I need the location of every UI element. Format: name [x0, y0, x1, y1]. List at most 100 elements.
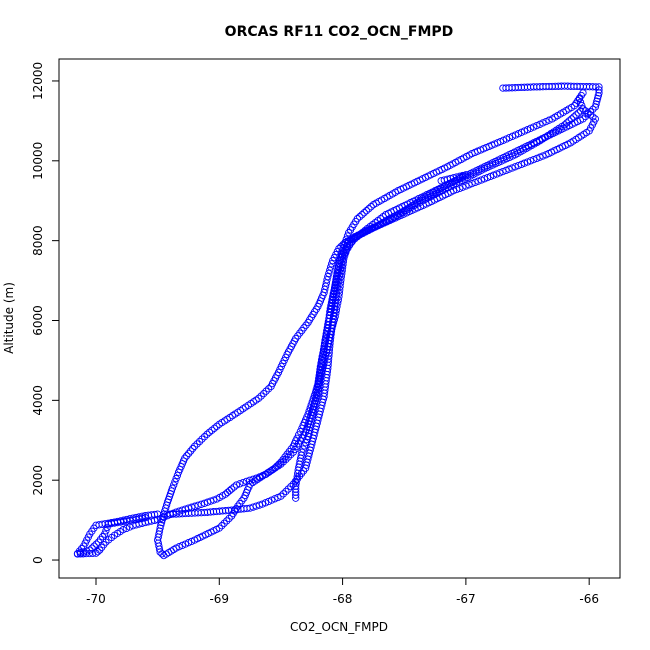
data-point [576, 98, 585, 106]
data-point [227, 485, 236, 493]
data-point [141, 514, 149, 522]
data-point [213, 422, 221, 430]
data-point [256, 474, 264, 482]
data-point [277, 460, 285, 468]
y-tick-label: 0 [31, 556, 45, 564]
data-point [282, 487, 290, 496]
data-point [190, 442, 199, 450]
data-point [215, 420, 223, 428]
data-point [356, 213, 364, 221]
data-point [236, 480, 244, 488]
data-points-layer [73, 82, 603, 560]
data-point [459, 183, 467, 191]
data-point [581, 112, 590, 121]
data-point [565, 117, 573, 125]
data-point [505, 165, 513, 173]
data-point [328, 260, 336, 268]
data-point [95, 521, 103, 529]
data-point [291, 477, 299, 486]
data-point [287, 450, 295, 459]
x-tick-label: -67 [456, 592, 476, 606]
data-point [327, 263, 335, 271]
data-point [579, 115, 587, 123]
data-point [203, 430, 211, 438]
data-point [530, 155, 538, 164]
data-point [119, 526, 127, 534]
data-point [520, 159, 529, 167]
data-point [279, 490, 288, 498]
data-point [593, 97, 601, 105]
data-point [239, 478, 247, 487]
data-point [287, 482, 295, 491]
data-point [197, 500, 205, 508]
data-point [262, 387, 270, 395]
data-point [215, 524, 223, 532]
data-point [94, 548, 102, 556]
data-point [173, 471, 182, 480]
data-point [325, 269, 333, 278]
series-4 [160, 105, 587, 518]
data-point [264, 385, 273, 393]
data-point [260, 389, 268, 398]
data-point [514, 161, 522, 170]
data-point [594, 92, 602, 100]
data-point [75, 547, 84, 555]
data-point [298, 326, 306, 335]
data-point [122, 524, 131, 533]
data-point [102, 527, 110, 535]
data-point [277, 492, 285, 500]
data-point [279, 458, 288, 466]
y-tick-label: 8000 [31, 225, 45, 256]
data-point [577, 107, 585, 115]
data-point [360, 209, 368, 217]
data-point [570, 113, 578, 121]
data-point [86, 546, 94, 554]
data-point [223, 517, 231, 525]
data-point [284, 485, 292, 493]
data-point [302, 321, 310, 329]
data-point [193, 440, 201, 448]
data-point [499, 167, 507, 176]
y-tick-label: 6000 [31, 305, 45, 336]
data-point [329, 256, 337, 265]
data-point [300, 442, 309, 450]
data-point [462, 182, 470, 190]
data-point [365, 205, 373, 213]
data-point [225, 487, 234, 495]
data-point [502, 84, 510, 92]
data-point [267, 382, 275, 391]
data-point [480, 175, 489, 183]
x-axis-label: CO2_OCN_FMPD [290, 620, 388, 634]
data-point [183, 452, 191, 460]
data-point [579, 105, 587, 113]
data-point [100, 530, 109, 538]
series-3 [292, 95, 599, 502]
data-point [591, 115, 599, 123]
data-point [496, 169, 504, 177]
data-point [437, 177, 445, 185]
data-point [157, 518, 166, 527]
data-point [563, 119, 571, 127]
data-point [208, 426, 216, 434]
data-point [358, 211, 366, 219]
data-point [185, 449, 193, 458]
y-axis-label: Altitude (m) [2, 282, 16, 354]
data-point [284, 453, 292, 461]
data-point [189, 444, 197, 453]
x-tick-label: -70 [86, 592, 106, 606]
data-point [194, 501, 202, 509]
data-point [345, 229, 353, 237]
data-point [589, 113, 597, 121]
data-point [367, 203, 375, 211]
data-point [362, 207, 371, 215]
data-point [574, 109, 583, 117]
data-point [171, 478, 179, 486]
y-tick-label: 12000 [31, 62, 45, 100]
data-point [337, 242, 345, 251]
y-axis: 0 2000 4000 6000 8000 10000 12000 [31, 62, 60, 564]
data-point [158, 550, 166, 558]
data-point [138, 514, 146, 522]
data-point [88, 544, 96, 552]
data-point [205, 428, 214, 436]
data-point [578, 101, 586, 110]
